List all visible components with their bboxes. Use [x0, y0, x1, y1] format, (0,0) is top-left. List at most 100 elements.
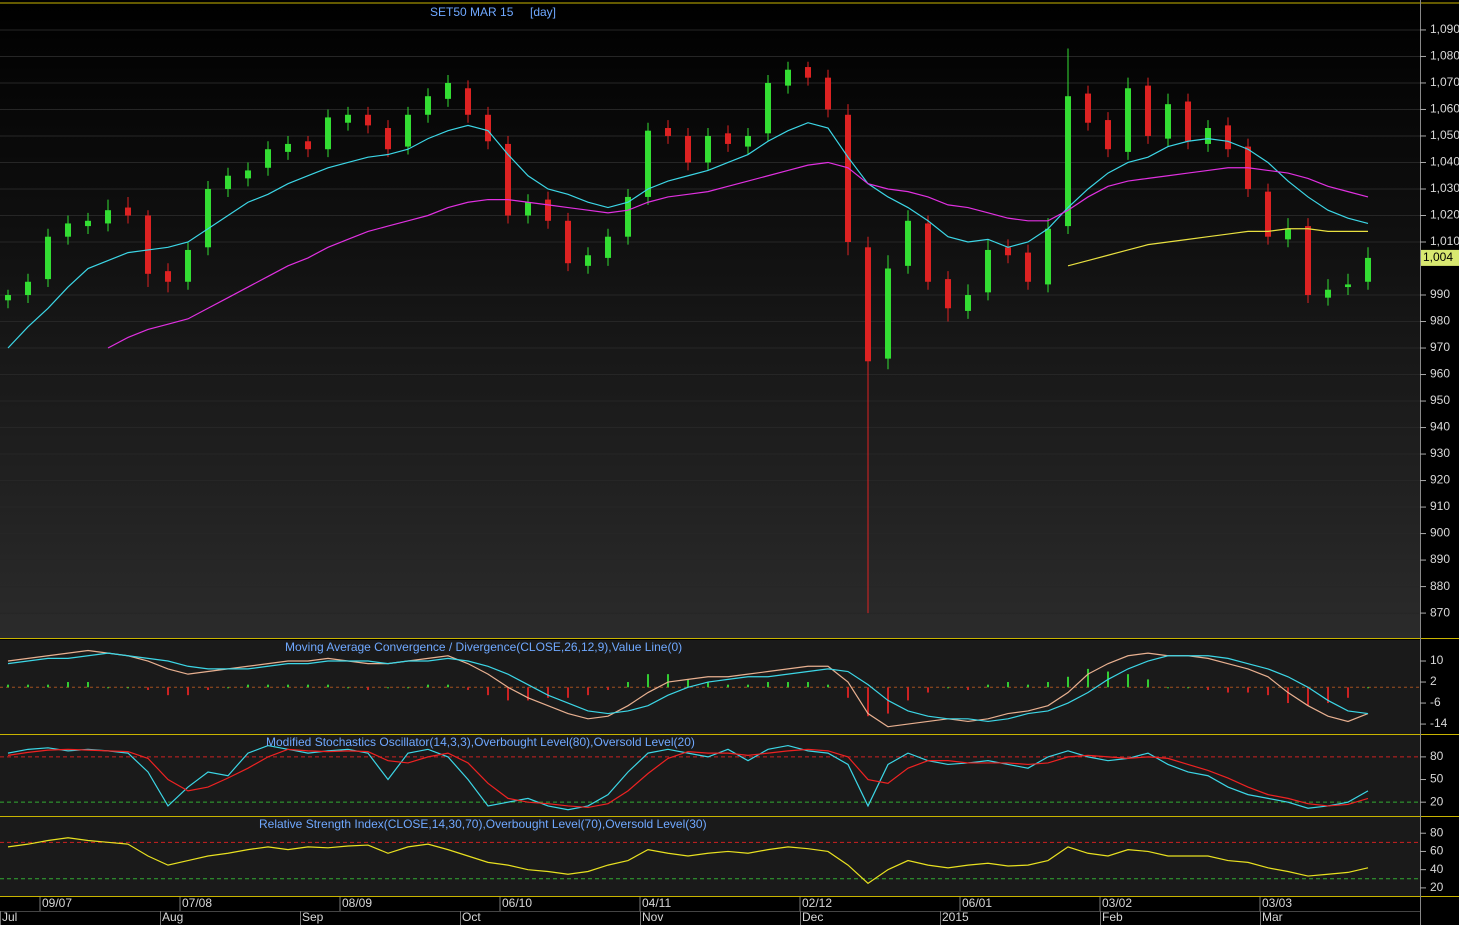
histogram-bar — [67, 682, 69, 688]
candle-body — [285, 143, 291, 152]
histogram-bar — [547, 687, 549, 698]
month-label: Sep — [302, 910, 324, 924]
series-line — [7, 652, 1369, 723]
candle-body — [145, 215, 151, 274]
y-tick-label: 960 — [1430, 367, 1450, 381]
histogram-bar — [1087, 668, 1089, 688]
candle-body — [205, 188, 211, 248]
y-tick-label: 80 — [1430, 749, 1444, 763]
histogram-bar — [1247, 687, 1249, 693]
y-tick-label: -14 — [1430, 716, 1448, 730]
candle-body — [905, 220, 911, 266]
histogram-bar — [1367, 687, 1369, 689]
series-line — [7, 748, 1369, 809]
x-tick-label: 08/09 — [342, 896, 372, 910]
candle-body — [85, 220, 91, 227]
x-tick-label: 06/10 — [502, 896, 532, 910]
candle-body — [125, 207, 131, 216]
histogram-bar — [1327, 687, 1329, 704]
candle-body — [805, 67, 811, 78]
candle-body — [185, 249, 191, 282]
y-tick-label: 1,070 — [1430, 75, 1459, 89]
candle-body — [505, 143, 511, 216]
candle-body — [945, 279, 951, 309]
y-tick-label: 920 — [1430, 473, 1450, 487]
candle-body — [1005, 247, 1011, 256]
panel-title: Moving Average Convergence / Divergence(… — [285, 640, 682, 654]
histogram-bar — [407, 687, 409, 689]
histogram-bar — [867, 687, 869, 717]
y-tick-label: -6 — [1430, 695, 1441, 709]
month-label: Jul — [2, 910, 17, 924]
candle-body — [1145, 85, 1151, 136]
candle-body — [1345, 284, 1351, 288]
y-tick-label: 1,040 — [1430, 155, 1459, 169]
month-label: Feb — [1102, 910, 1123, 924]
histogram-bar — [827, 684, 829, 688]
x-tick-label: 07/08 — [182, 896, 212, 910]
histogram-bar — [847, 687, 849, 698]
candle-body — [1065, 96, 1071, 227]
histogram-bar — [767, 682, 769, 688]
candle-body — [825, 77, 831, 110]
histogram-bar — [907, 687, 909, 701]
histogram-bar — [367, 687, 369, 690]
candle-body — [25, 281, 31, 296]
candle-body — [625, 196, 631, 237]
y-tick-label: 940 — [1430, 420, 1450, 434]
histogram-bar — [147, 687, 149, 690]
histogram-bar — [1007, 682, 1009, 688]
y-tick-label: 60 — [1430, 844, 1444, 858]
y-tick-label: 930 — [1430, 446, 1450, 460]
histogram-bar — [567, 687, 569, 698]
y-tick-label: 1,010 — [1430, 234, 1459, 248]
candle-body — [385, 128, 391, 150]
series-line — [107, 161, 1369, 349]
histogram-bar — [707, 682, 709, 688]
x-tick-label: 04/11 — [642, 896, 671, 910]
candle-body — [645, 130, 651, 197]
histogram-bar — [327, 684, 329, 688]
histogram-bar — [527, 687, 529, 701]
candle-body — [925, 223, 931, 282]
candle-body — [1285, 228, 1291, 240]
candle-body — [665, 128, 671, 136]
y-tick-label: 950 — [1430, 393, 1450, 407]
candle-body — [545, 199, 551, 221]
candle-body — [525, 202, 531, 216]
candle-body — [1325, 289, 1331, 298]
candle-body — [1045, 228, 1051, 285]
candle-body — [1305, 226, 1311, 296]
month-label: Dec — [802, 910, 823, 924]
candle-body — [465, 88, 471, 115]
panel-title: SET50 MAR 15 — [430, 5, 514, 19]
candle-body — [565, 220, 571, 264]
y-tick-label: 20 — [1430, 794, 1444, 808]
candle-body — [965, 295, 971, 311]
candle-body — [985, 249, 991, 293]
candle-body — [785, 69, 791, 86]
histogram-bar — [607, 687, 609, 690]
histogram-bar — [187, 687, 189, 696]
histogram-bar — [1027, 684, 1029, 688]
candle-body — [445, 82, 451, 99]
histogram-bar — [627, 682, 629, 688]
candle-body — [485, 114, 491, 142]
candle-body — [1025, 252, 1031, 282]
histogram-bar — [1307, 687, 1309, 706]
histogram-bar — [47, 684, 49, 688]
candle-body — [705, 135, 711, 163]
y-tick-label: 2 — [1430, 674, 1437, 688]
histogram-bar — [947, 687, 949, 689]
candle-body — [885, 268, 891, 359]
candle-body — [585, 255, 591, 266]
y-tick-label: 880 — [1430, 579, 1450, 593]
month-label: 2015 — [942, 910, 969, 924]
y-tick-label: 1,080 — [1430, 49, 1459, 63]
histogram-bar — [127, 687, 129, 689]
histogram-bar — [307, 684, 309, 688]
histogram-bar — [427, 684, 429, 688]
candle-body — [1165, 104, 1171, 139]
candle-body — [425, 96, 431, 115]
histogram-bar — [1067, 676, 1069, 688]
